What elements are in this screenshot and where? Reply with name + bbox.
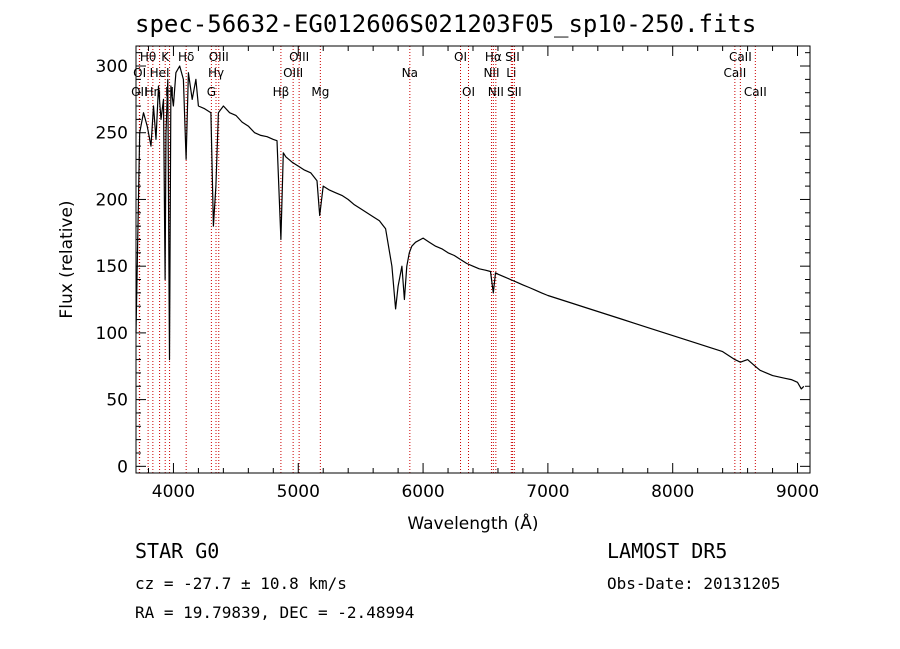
line-marker-label: OI [462, 85, 475, 99]
line-marker-label: OIII [289, 50, 309, 64]
x-tick-label: 6000 [401, 482, 444, 502]
x-tick-label: 8000 [651, 482, 694, 502]
x-axis-label: Wavelength (Å) [407, 512, 538, 534]
line-marker-label: H [165, 85, 174, 99]
y-tick-label: 250 [96, 124, 128, 144]
line-marker-label: Mg [311, 85, 329, 99]
y-tick-label: 200 [96, 190, 128, 210]
x-tick-label: 5000 [277, 482, 320, 502]
x-tick-label: 7000 [526, 482, 569, 502]
line-marker-label: OIII [283, 66, 303, 80]
line-marker-label: OIII [209, 50, 229, 64]
spectrum-line [135, 65, 805, 390]
y-tick-label: 50 [106, 391, 128, 411]
line-marker-label: OII [131, 85, 148, 99]
line-marker-label: NII [488, 85, 504, 99]
line-marker-label: HeI [150, 66, 170, 80]
line-marker-label: G [207, 85, 216, 99]
line-marker-label: Hθ [140, 50, 156, 64]
line-marker-label: Li [506, 66, 516, 80]
y-axis-label: Flux (relative) [57, 200, 77, 318]
line-marker-label: Na [402, 66, 418, 80]
line-marker-label: OI [454, 50, 467, 64]
line-marker-label: CaII [729, 50, 752, 64]
line-marker-label: CaII [723, 66, 746, 80]
object-type-label: STAR G0 [135, 539, 220, 563]
y-tick-label: 300 [96, 57, 128, 77]
y-tick-label: 150 [96, 257, 128, 277]
line-marker-label: Hβ [273, 85, 290, 99]
plot-frame [135, 45, 811, 474]
line-marker-label: Hη [145, 85, 162, 99]
survey-label: LAMOST DR5 [607, 539, 728, 563]
y-tick-label: 0 [117, 457, 128, 477]
line-marker-label: Hγ [208, 66, 224, 80]
y-tick-label: 100 [96, 324, 128, 344]
line-marker-label: NII [483, 66, 499, 80]
line-marker-label: SII [507, 85, 522, 99]
line-marker-label: SII [505, 50, 520, 64]
redshift-label: cz = -27.7 ± 10.8 km/s [135, 574, 347, 593]
x-tick-label: 9000 [776, 482, 819, 502]
line-marker-label: Hδ [178, 50, 194, 64]
obs-date-label: Obs-Date: 20131205 [607, 574, 781, 593]
coordinates-label: RA = 19.79839, DEC = -2.48994 [135, 603, 415, 622]
chart-title: spec-56632-EG012606S021203F05_sp10-250.f… [135, 10, 757, 38]
line-marker-label: K [161, 50, 170, 64]
line-marker-label: CaII [744, 85, 767, 99]
line-marker-label: Hα [485, 50, 502, 64]
x-tick-label: 4000 [152, 482, 195, 502]
